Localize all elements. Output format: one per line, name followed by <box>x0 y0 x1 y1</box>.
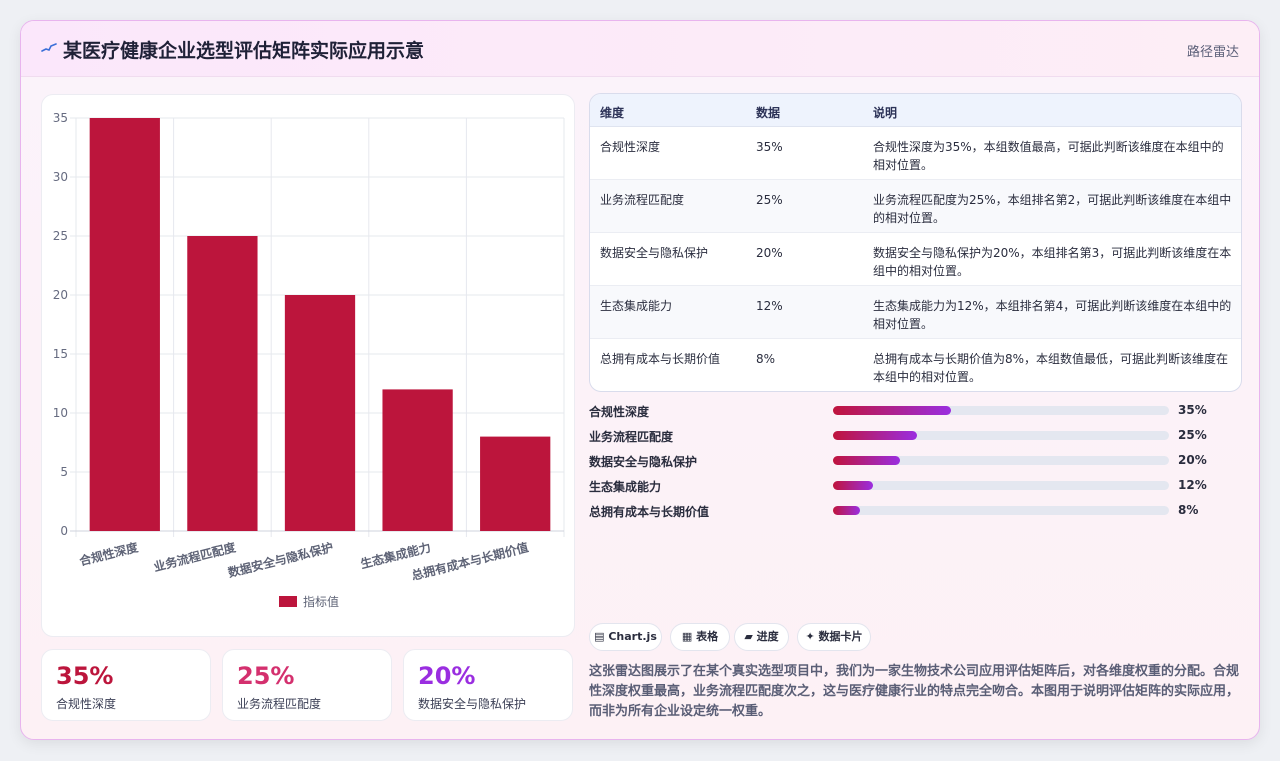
cell-value: 8% <box>756 352 776 366</box>
progress-row: 生态集成能力 12% <box>589 476 1229 496</box>
chip-label: 进度 <box>756 630 779 643</box>
table-icon: ▦ <box>681 630 693 643</box>
chip-label: 数据卡片 <box>818 630 863 643</box>
progress-icon: ▰ <box>744 630 753 643</box>
progress-track <box>833 456 1169 465</box>
header-right-label: 路径雷达 <box>1186 45 1239 60</box>
chip-label: Chart.js <box>608 630 657 643</box>
y-tick-label: 30 <box>53 170 68 184</box>
kpi-card-3: 20% 数据安全与隐私保护 <box>403 649 573 721</box>
chart-description: 这张雷达图展示了在某个真实选型项目中，我们为一家生物技术公司应用评估矩阵后，对各… <box>589 664 1240 719</box>
chart-icon: ▤ <box>594 630 605 643</box>
kpi-label: 业务流程匹配度 <box>237 697 322 711</box>
cell-dimension: 业务流程匹配度 <box>600 193 685 207</box>
kpi-card-1: 35% 合规性深度 <box>41 649 211 721</box>
progress-fill <box>833 406 951 415</box>
column-header-value: 数据 <box>756 106 781 120</box>
progress-label: 数据安全与隐私保护 <box>589 455 698 469</box>
x-tick-label: 业务流程匹配度 <box>152 539 238 574</box>
cell-description: 合规性深度为35%，本组数值最高，可据此判断该维度在本组中的相对位置。 <box>873 140 1224 172</box>
chip-progress[interactable]: ▰ 进度 <box>734 623 789 651</box>
kpi-value: 20% <box>418 662 476 690</box>
cell-description: 总拥有成本与长期价值为8%，本组数值最低，可据此判断该维度在本组中的相对位置。 <box>873 352 1229 384</box>
progress-fill <box>833 506 860 515</box>
y-tick-label: 15 <box>53 347 68 361</box>
progress-fill <box>833 431 917 440</box>
bar <box>89 118 160 531</box>
progress-track <box>833 431 1169 440</box>
kpi-value: 25% <box>237 662 295 690</box>
progress-label: 合规性深度 <box>589 405 650 419</box>
progress-value: 8% <box>1178 503 1199 517</box>
progress-row: 业务流程匹配度 25% <box>589 426 1229 446</box>
chip-chartjs[interactable]: ▤ Chart.js <box>589 623 662 651</box>
table-row: 总拥有成本与长期价值 8% 总拥有成本与长期价值为8%，本组数值最低，可据此判断… <box>590 339 1241 391</box>
progress-label: 总拥有成本与长期价值 <box>589 505 710 519</box>
column-header-dimension: 维度 <box>600 106 625 120</box>
progress-row: 总拥有成本与长期价值 8% <box>589 501 1229 521</box>
table-row: 合规性深度 35% 合规性深度为35%，本组数值最高，可据此判断该维度在本组中的… <box>590 127 1241 180</box>
cell-dimension: 总拥有成本与长期价值 <box>600 352 721 366</box>
kpi-value: 35% <box>56 662 114 690</box>
progress-fill <box>833 481 874 490</box>
y-tick-label: 35 <box>53 111 68 125</box>
dashboard-card: 某医疗健康企业选型评估矩阵实际应用示意 路径雷达 0 5 10 15 20 25 30 35 合… <box>20 20 1260 740</box>
column-header-description: 说明 <box>873 106 898 120</box>
cell-description: 业务流程匹配度为25%，本组排名第2，可据此判断该维度在本组中的相对位置。 <box>873 193 1232 225</box>
bar <box>284 295 356 531</box>
y-tick-label: 5 <box>60 465 68 479</box>
chip-data-card[interactable]: ✦ 数据卡片 <box>797 623 871 651</box>
y-tick-label: 10 <box>53 406 68 420</box>
cell-value: 20% <box>756 246 783 260</box>
kpi-card-2: 25% 业务流程匹配度 <box>222 649 392 721</box>
kpi-label: 合规性深度 <box>56 697 117 711</box>
cell-description: 数据安全与隐私保护为20%，本组排名第3，可据此判断该维度在本组中的相对位置。 <box>873 246 1232 278</box>
progress-label: 生态集成能力 <box>589 480 662 494</box>
progress-row: 数据安全与隐私保护 20% <box>589 451 1229 471</box>
data-table: 维度 数据 说明 合规性深度 35% 合规性深度为35%，本组数值最高，可据此判… <box>589 93 1242 392</box>
progress-track <box>833 406 1169 415</box>
x-tick-label: 合规性深度 <box>78 539 141 568</box>
chip-table[interactable]: ▦ 表格 <box>670 623 730 651</box>
progress-track <box>833 506 1169 515</box>
bar <box>382 389 453 531</box>
progress-value: 20% <box>1178 453 1207 467</box>
header: 某医疗健康企业选型评估矩阵实际应用示意 路径雷达 <box>21 21 1259 77</box>
bar <box>187 236 258 531</box>
progress-label: 业务流程匹配度 <box>589 430 674 444</box>
cell-dimension: 合规性深度 <box>600 140 661 154</box>
table-header: 维度 数据 说明 <box>590 94 1241 127</box>
progress-fill <box>833 456 901 465</box>
cell-description: 生态集成能力为12%，本组排名第4，可据此判断该维度在本组中的相对位置。 <box>873 299 1232 331</box>
y-tick-label: 25 <box>53 229 68 243</box>
progress-value: 12% <box>1178 478 1207 492</box>
cell-value: 12% <box>756 299 783 313</box>
chip-label: 表格 <box>696 630 719 643</box>
bar-chart-panel: 0 5 10 15 20 25 30 35 合规性深度 业务流程匹配度 数据安全与隐私保护 生态集成能… <box>41 94 575 637</box>
progress-value: 35% <box>1178 403 1207 417</box>
progress-track <box>833 481 1169 490</box>
cell-value: 25% <box>756 193 783 207</box>
table-row: 数据安全与隐私保护 20% 数据安全与隐私保护为20%，本组排名第3，可据此判断… <box>590 233 1241 286</box>
x-tick-label: 数据安全与隐私保护 <box>226 539 334 580</box>
cell-value: 35% <box>756 140 783 154</box>
progress-row: 合规性深度 35% <box>589 401 1229 421</box>
bar <box>480 436 551 531</box>
table-row: 业务流程匹配度 25% 业务流程匹配度为25%，本组排名第2，可据此判断该维度在… <box>590 180 1241 233</box>
cell-dimension: 数据安全与隐私保护 <box>600 246 709 260</box>
legend-label: 指标值 <box>303 594 339 609</box>
y-tick-label: 0 <box>60 524 68 538</box>
pulse-icon <box>41 43 57 52</box>
table-row: 生态集成能力 12% 生态集成能力为12%，本组排名第4，可据此判断该维度在本组… <box>590 286 1241 339</box>
legend-swatch <box>279 596 297 607</box>
kpi-label: 数据安全与隐私保护 <box>418 697 527 711</box>
page-title: 某医疗健康企业选型评估矩阵实际应用示意 <box>63 40 425 62</box>
y-tick-label: 20 <box>53 288 68 302</box>
cell-dimension: 生态集成能力 <box>600 299 673 313</box>
progress-value: 25% <box>1178 428 1207 442</box>
sparkle-icon: ✦ <box>805 630 815 643</box>
